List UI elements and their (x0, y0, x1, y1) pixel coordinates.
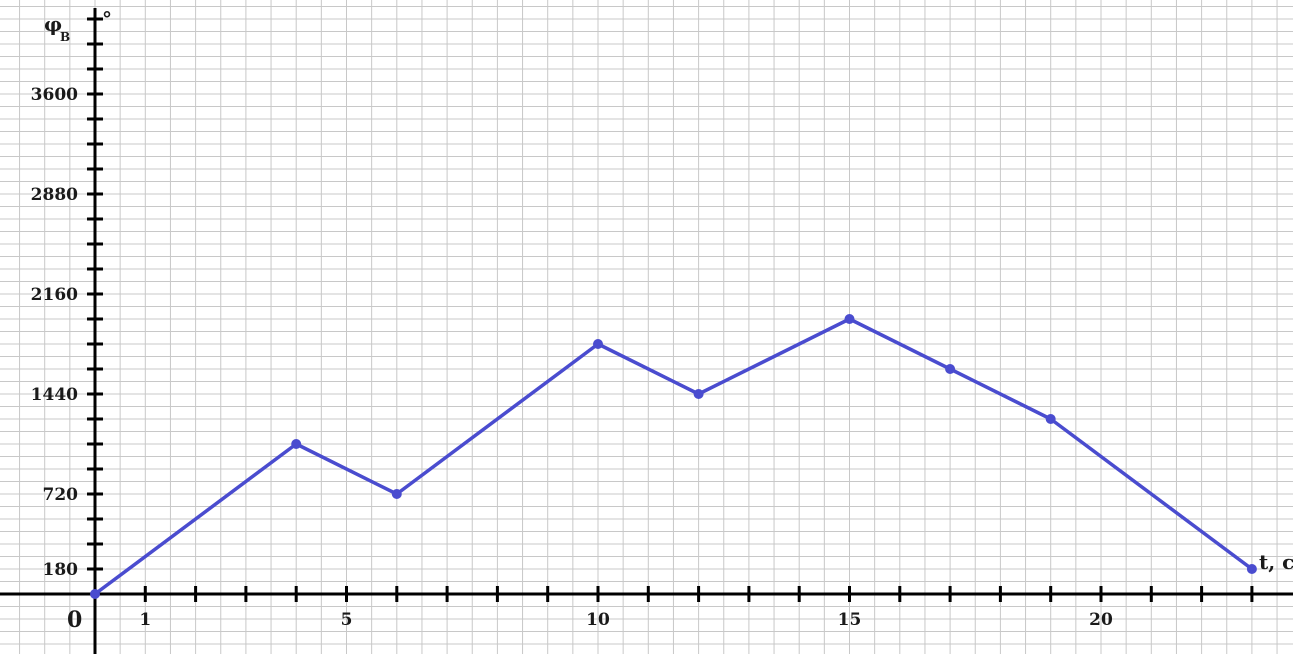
y-tick-label: 180 (43, 560, 79, 580)
x-tick-label: 20 (1089, 610, 1113, 630)
x-tick-label: 10 (586, 610, 610, 630)
y-tick-label: 2880 (31, 185, 78, 205)
x-tick-label: 15 (838, 610, 862, 630)
y-tick-label: 1440 (31, 385, 78, 405)
data-point (593, 339, 603, 349)
data-point (693, 389, 704, 399)
x-tick-label: 5 (341, 610, 353, 630)
data-point (90, 589, 100, 599)
x-tick-label: 1 (139, 610, 151, 630)
data-point (945, 364, 956, 374)
data-point (391, 489, 402, 499)
ticks (87, 17, 1254, 602)
y-axis-title-subscript: В (60, 30, 70, 44)
axes (0, 8, 1293, 654)
y-tick-label: 2160 (31, 285, 78, 305)
data-point (844, 314, 855, 324)
y-axis-title: φ В ° (44, 7, 112, 44)
data-point (1045, 414, 1056, 424)
y-axis-unit: ° (102, 7, 112, 31)
series (90, 314, 1257, 599)
x-axis-title: t, с (1259, 550, 1293, 574)
y-tick-label: 3600 (31, 85, 78, 105)
origin-label: 0 (67, 607, 82, 633)
y-tick-label: 720 (43, 485, 79, 505)
data-point (1246, 564, 1257, 574)
y-axis-title-main: φ (44, 12, 62, 36)
data-point (291, 439, 302, 449)
